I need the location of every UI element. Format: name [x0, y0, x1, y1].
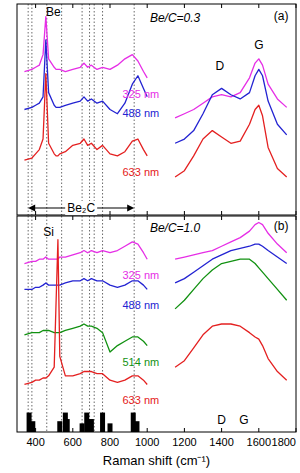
- tick-label: 600: [64, 436, 82, 448]
- annotation: D: [217, 413, 226, 427]
- figure: 325 nm488 nm633 nmBe₂CBe/C=0.3(a)BeDG325…: [0, 0, 300, 473]
- range-label: Be₂C: [67, 201, 95, 215]
- series-line: [24, 240, 286, 385]
- tick: [258, 4, 259, 8]
- tick-label: 400: [26, 436, 44, 448]
- series-line: [24, 244, 286, 289]
- stick: [65, 419, 70, 432]
- tick-label: 1600: [247, 436, 271, 448]
- annotation: G: [239, 413, 248, 427]
- stick: [100, 413, 105, 432]
- tick: [110, 4, 111, 8]
- tick: [296, 211, 297, 215]
- tick: [110, 428, 111, 432]
- guide-line: [82, 4, 83, 215]
- stick: [57, 421, 62, 432]
- guide-line: [28, 216, 29, 432]
- series-line: [24, 74, 286, 177]
- tick: [147, 216, 148, 220]
- tick: [35, 216, 36, 220]
- tick: [184, 211, 185, 215]
- tick: [35, 211, 36, 215]
- tick: [35, 428, 36, 432]
- series-label: 325 nm: [122, 88, 159, 100]
- guide-line: [46, 216, 47, 432]
- tick: [296, 4, 297, 8]
- tick: [110, 211, 111, 215]
- tick: [110, 216, 111, 220]
- tick: [147, 211, 148, 215]
- guide-line: [94, 216, 95, 432]
- tick: [184, 4, 185, 8]
- label-bg: [65, 201, 97, 215]
- tick: [184, 428, 185, 432]
- guide-line: [61, 216, 62, 432]
- series-label: 488 nm: [122, 299, 159, 311]
- annotation: G: [254, 38, 263, 52]
- series-line: [24, 259, 286, 352]
- stick: [89, 419, 94, 432]
- guide-line: [102, 216, 103, 432]
- series-label: 633 nm: [122, 166, 159, 178]
- guide-line: [31, 4, 32, 215]
- tick-label: 1400: [209, 436, 233, 448]
- series-label: 325 nm: [122, 269, 159, 281]
- guide-line: [31, 216, 32, 432]
- annotation: Be/C=1.0: [150, 221, 201, 235]
- series-line: [24, 17, 286, 118]
- guide-line: [89, 4, 90, 215]
- stick: [84, 413, 89, 432]
- tick: [258, 428, 259, 432]
- tick-label: 1800: [272, 436, 296, 448]
- arrow-head: [127, 205, 134, 212]
- tick: [35, 4, 36, 8]
- annotation: Be: [46, 5, 61, 19]
- stick: [80, 423, 85, 432]
- tick: [184, 216, 185, 220]
- frame: [17, 216, 296, 432]
- guide-line: [61, 4, 62, 215]
- series-label: 514 nm: [122, 356, 159, 368]
- annotation: D: [215, 59, 224, 73]
- tick: [221, 211, 222, 215]
- plot-area: [24, 216, 286, 432]
- guide-line: [89, 216, 90, 432]
- tick: [221, 4, 222, 8]
- guide-line: [28, 4, 29, 215]
- tick-label: 1200: [172, 436, 196, 448]
- tick: [296, 428, 297, 432]
- stick: [108, 423, 113, 432]
- annotation: Si: [43, 225, 54, 239]
- tick: [258, 211, 259, 215]
- plot-area: [24, 4, 286, 215]
- guide-line: [102, 4, 103, 215]
- stick: [30, 421, 35, 432]
- tick: [221, 428, 222, 432]
- tick: [296, 216, 297, 220]
- tick: [72, 428, 73, 432]
- arrow-head: [28, 205, 35, 212]
- tick-label: 1000: [135, 436, 159, 448]
- tick: [72, 4, 73, 8]
- tick: [147, 428, 148, 432]
- guide-line: [94, 4, 95, 215]
- tick: [147, 4, 148, 8]
- tick-label: 800: [101, 436, 119, 448]
- series-label: 488 nm: [122, 107, 159, 119]
- annotation: Be/C=0.3: [150, 11, 201, 25]
- series-label: 633 nm: [122, 394, 159, 406]
- x-axis-title: Raman shift (cm⁻¹): [103, 453, 210, 468]
- tick: [221, 216, 222, 220]
- frame: [17, 4, 296, 215]
- tick: [258, 216, 259, 220]
- guide-line: [82, 216, 83, 432]
- annotation: (a): [274, 9, 289, 23]
- annotation: (b): [274, 219, 289, 233]
- tick: [72, 216, 73, 220]
- stick: [134, 421, 139, 432]
